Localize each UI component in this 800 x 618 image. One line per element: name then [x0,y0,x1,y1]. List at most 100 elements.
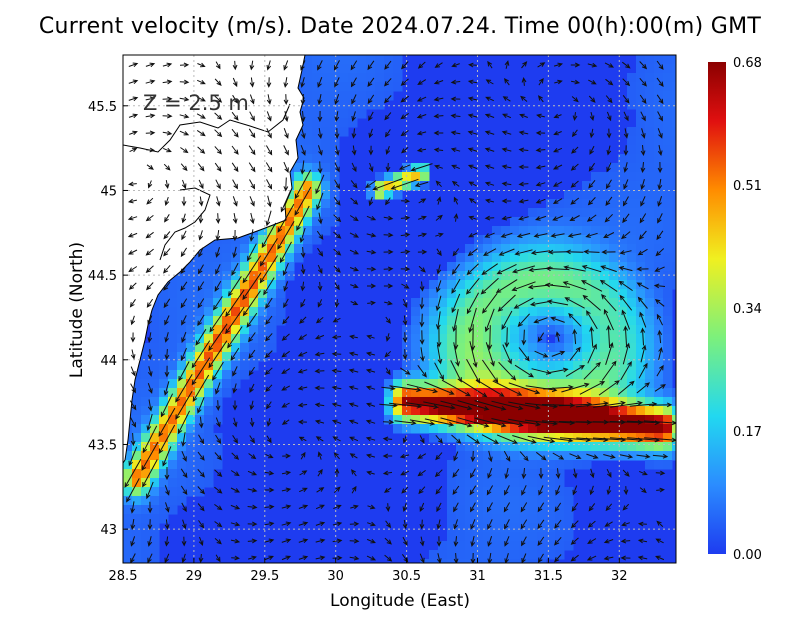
speed-cell [627,307,637,317]
speed-cell [672,217,676,227]
speed-cell [474,433,484,443]
speed-cell [411,307,421,317]
velocity-arrow [487,519,493,530]
velocity-arrow [423,401,456,410]
velocity-arrow [436,327,442,348]
speed-cell [186,424,196,434]
speed-cell [429,298,439,308]
velocity-arrow [331,419,342,425]
speed-cell [591,217,601,227]
velocity-arrow [436,264,442,275]
velocity-arrow [640,344,647,363]
speed-cell [618,415,628,425]
speed-cell [150,406,160,416]
velocity-arrow [231,452,240,460]
velocity-arrow [316,192,324,211]
speed-cell [258,316,268,326]
y-tick-label: 43 [100,523,117,538]
speed-cell [663,379,673,389]
speed-cell [510,469,520,479]
speed-cell [294,199,304,209]
speed-cell [258,244,268,254]
speed-cell [204,316,214,326]
velocity-arrow [400,78,409,86]
speed-cell [528,325,538,335]
velocity-arrow [368,128,374,139]
plot-frame [122,54,677,564]
velocity-arrow [232,246,237,259]
velocity-arrow [400,95,410,103]
velocity-arrow [600,265,617,273]
speed-cell [465,334,475,344]
velocity-arrow [609,419,644,425]
velocity-arrow [419,502,425,513]
speed-cell [330,55,340,65]
speed-cell [195,280,205,290]
speed-cell [627,244,637,254]
speed-cell [519,559,529,563]
speed-cell [483,262,493,272]
speed-cell [672,100,676,110]
speed-cell [492,532,502,542]
velocity-arrow [518,347,530,362]
speed-cell [303,208,313,218]
speed-cell [510,271,520,281]
speed-cell [609,388,619,398]
speed-cell [348,109,358,119]
speed-cell [528,289,538,299]
velocity-arrow [181,230,187,241]
velocity-arrow [498,248,515,256]
speed-cell [357,64,367,74]
speed-cell [303,244,313,254]
speed-cell [375,64,385,74]
velocity-arrow [419,553,425,563]
velocity-arrow [601,360,617,381]
velocity-arrow [585,232,598,238]
velocity-arrow [180,485,188,496]
speed-cell [204,325,214,335]
velocity-arrow [657,178,663,191]
velocity-arrow [436,519,442,530]
velocity-arrow [468,307,477,334]
velocity-arrow [191,357,211,386]
velocity-arrow [349,266,359,272]
velocity-arrow [232,417,238,428]
velocity-arrow [465,277,480,295]
velocity-arrow [521,77,527,86]
velocity-arrow [450,147,461,153]
speed-cell [582,253,592,263]
speed-cell [384,388,394,398]
speed-cell [555,460,565,470]
speed-cell [555,406,565,416]
speed-cell [141,451,151,461]
velocity-arrow [535,164,546,170]
velocity-arrow [435,311,441,330]
velocity-arrow [588,95,596,103]
speed-cell [168,307,178,317]
speed-cell [474,424,484,434]
speed-cell [294,190,304,200]
speed-cell [555,442,565,452]
speed-cell [159,433,169,443]
velocity-arrow [232,213,238,225]
speed-cell [582,370,592,380]
speed-cell [474,496,484,506]
speed-cell [177,406,187,416]
speed-cell [672,145,676,155]
velocity-arrow [401,61,409,70]
speed-cell [537,289,547,299]
velocity-arrow [521,536,527,547]
speed-cell [240,307,250,317]
speed-cell [546,244,556,254]
speed-cell [537,397,547,407]
velocity-arrow [197,163,205,172]
velocity-arrow [467,130,478,136]
velocity-arrow [314,419,325,425]
velocity-arrow [181,179,187,190]
velocity-arrow [178,361,190,382]
speed-cell [258,262,268,272]
speed-cell [528,550,538,560]
velocity-arrow [571,129,578,138]
speed-cell [420,307,430,317]
velocity-arrow [130,536,136,547]
